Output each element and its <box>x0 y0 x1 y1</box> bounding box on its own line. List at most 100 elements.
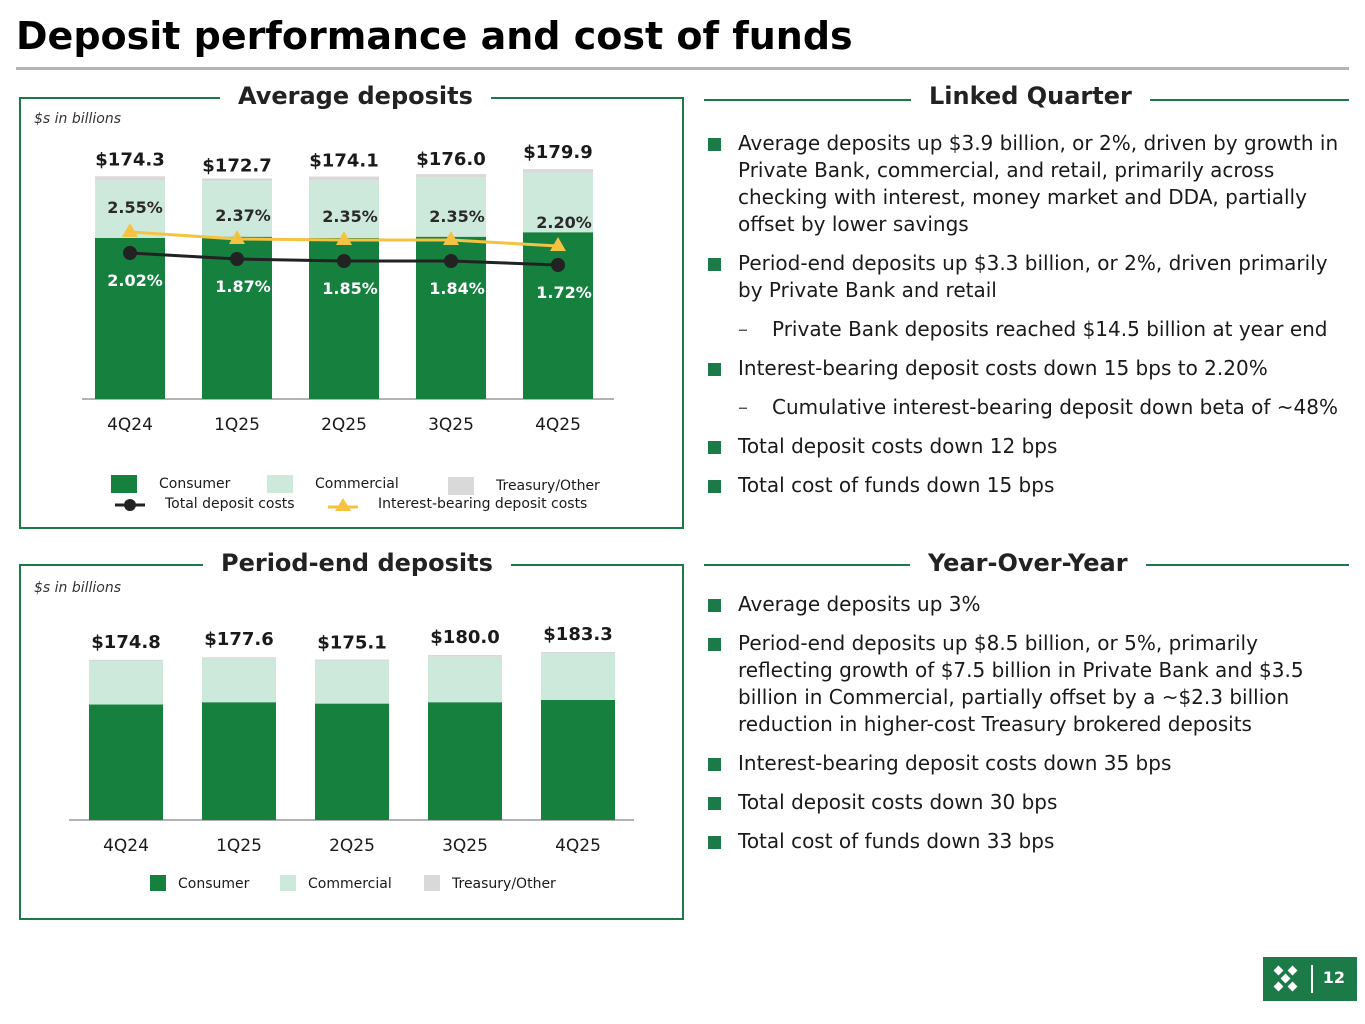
legend-swatch <box>111 475 137 493</box>
legend-label: Treasury/Other <box>495 478 600 494</box>
bar-treasury-other-segment <box>309 176 379 181</box>
bar-total-label: $176.0 <box>416 149 485 170</box>
interest-bearing-cost-label: 2.35% <box>322 207 378 226</box>
x-tick-label: 3Q25 <box>442 836 488 856</box>
bar-commercial-segment <box>428 656 502 703</box>
bar-consumer-segment <box>315 703 389 820</box>
linked-quarter-bullet: Cumulative interest-bearing deposit down… <box>706 394 1351 421</box>
year-over-year-bullet: Interest-bearing deposit costs down 35 b… <box>706 750 1351 777</box>
linked-quarter-bullet: Total deposit costs down 12 bps <box>706 433 1351 460</box>
bar-commercial-segment <box>416 177 486 237</box>
legend-label: Commercial <box>315 476 399 492</box>
total-deposit-cost-label: 1.72% <box>536 283 592 302</box>
legend-label: Interest-bearing deposit costs <box>378 496 587 512</box>
bar-treasury-other-segment <box>95 176 165 181</box>
total-deposit-costs-marker <box>551 258 565 272</box>
bar-treasury-other-segment <box>523 169 593 173</box>
legend-swatch <box>448 477 474 495</box>
bar-commercial-segment <box>523 172 593 233</box>
x-tick-label: 4Q25 <box>535 415 581 435</box>
total-deposit-cost-label: 1.84% <box>429 279 485 298</box>
interest-bearing-costs-marker <box>443 231 459 245</box>
total-deposit-costs-marker <box>123 246 137 260</box>
bar-treasury-other-segment <box>202 178 272 182</box>
x-tick-label: 1Q25 <box>214 415 260 435</box>
total-deposit-cost-label: 2.02% <box>107 271 163 290</box>
linked-quarter-bullet: Private Bank deposits reached $14.5 bill… <box>706 316 1351 343</box>
bar-total-label: $183.3 <box>543 624 612 645</box>
interest-bearing-cost-label: 2.35% <box>429 207 485 226</box>
year-over-year-bullet: Total deposit costs down 30 bps <box>706 789 1351 816</box>
bar-consumer-segment <box>95 238 165 399</box>
bar-treasury-other-segment <box>428 655 502 657</box>
legend-label: Treasury/Other <box>451 876 556 892</box>
average-deposits-chart: $174.3 4Q24 $172.7 1Q25 $174.1 2Q25 $176.0 3Q25… <box>82 142 614 512</box>
average-deposits-units: $s in billions <box>34 111 122 127</box>
total-deposit-costs-marker <box>230 252 244 266</box>
page-number: 12 <box>1322 968 1345 987</box>
brand-logo-icon <box>1273 965 1298 992</box>
linked-quarter-bullet: Interest-bearing deposit costs down 15 b… <box>706 355 1351 382</box>
legend-label: Consumer <box>178 876 250 892</box>
total-deposit-costs-marker <box>337 254 351 268</box>
year-over-year-bullet: Average deposits up 3% <box>706 591 1351 618</box>
legend-label: Total deposit costs <box>164 496 295 512</box>
page-title: Deposit performance and cost of funds <box>16 14 853 58</box>
bar-treasury-other-segment <box>202 657 276 659</box>
bar-consumer-segment <box>523 232 593 399</box>
bar-consumer-segment <box>202 702 276 820</box>
bar-total-label: $179.9 <box>523 142 592 163</box>
bar-commercial-segment <box>89 661 163 705</box>
interest-bearing-costs-marker <box>229 230 245 244</box>
bar-total-label: $174.3 <box>95 149 164 170</box>
interest-bearing-costs-marker <box>550 237 566 251</box>
bar-treasury-other-segment <box>416 174 486 178</box>
interest-bearing-cost-label: 2.20% <box>536 213 592 232</box>
bar-total-label: $174.8 <box>91 632 160 653</box>
bar-total-label: $174.1 <box>309 151 378 172</box>
x-tick-label: 2Q25 <box>329 836 375 856</box>
bar-commercial-segment <box>202 181 272 237</box>
year-over-year-bullet: Period-end deposits up $8.5 billion, or … <box>706 630 1351 738</box>
x-tick-label: 2Q25 <box>321 415 367 435</box>
total-deposit-cost-label: 1.85% <box>322 279 378 298</box>
average-deposits-title: Average deposits <box>220 82 491 110</box>
legend-swatch <box>267 475 293 493</box>
bar-consumer-segment <box>541 699 615 820</box>
legend-label: Consumer <box>159 476 231 492</box>
x-tick-label: 4Q24 <box>107 415 153 435</box>
bar-consumer-segment <box>428 702 502 820</box>
x-tick-label: 1Q25 <box>216 836 262 856</box>
linked-quarter-heading: Linked Quarter <box>911 82 1150 110</box>
bar-treasury-other-segment <box>541 652 615 654</box>
linked-quarter-bullet: Average deposits up $3.9 billion, or 2%,… <box>706 130 1351 238</box>
legend-swatch <box>280 875 296 891</box>
total-deposit-costs-marker <box>444 254 458 268</box>
footer-logo: 12 <box>1263 957 1357 1001</box>
legend-marker <box>124 499 136 511</box>
bar-consumer-segment <box>89 704 163 820</box>
legend-swatch <box>150 875 166 891</box>
period-end-deposits-units: $s in billions <box>34 580 122 596</box>
bar-commercial-segment <box>202 658 276 703</box>
linked-quarter-bullet: Total cost of funds down 15 bps <box>706 472 1351 499</box>
year-over-year-bullet: Total cost of funds down 33 bps <box>706 828 1351 855</box>
x-tick-label: 4Q25 <box>555 836 601 856</box>
x-tick-label: 3Q25 <box>428 415 474 435</box>
interest-bearing-costs-marker <box>336 231 352 245</box>
bar-treasury-other-segment <box>89 659 163 662</box>
interest-bearing-cost-label: 2.37% <box>215 206 271 225</box>
period-end-deposits-title: Period-end deposits <box>203 549 511 577</box>
legend-label: Commercial <box>308 876 392 892</box>
legend-swatch <box>424 875 440 891</box>
bar-commercial-segment <box>541 653 615 700</box>
bar-total-label: $177.6 <box>204 629 273 650</box>
bar-commercial-segment <box>309 180 379 238</box>
period-end-deposits-chart: $174.8 4Q24 $177.6 1Q25 $175.1 2Q25 $180.0 3Q25… <box>69 624 634 892</box>
total-deposit-cost-label: 1.87% <box>215 277 271 296</box>
bar-total-label: $172.7 <box>202 155 271 176</box>
x-tick-label: 4Q24 <box>103 836 149 856</box>
year-over-year-bullets: Average deposits up 3% Period-end deposit… <box>706 591 1351 867</box>
linked-quarter-bullet: Period-end deposits up $3.3 billion, or … <box>706 250 1351 304</box>
bar-total-label: $180.0 <box>430 627 499 648</box>
